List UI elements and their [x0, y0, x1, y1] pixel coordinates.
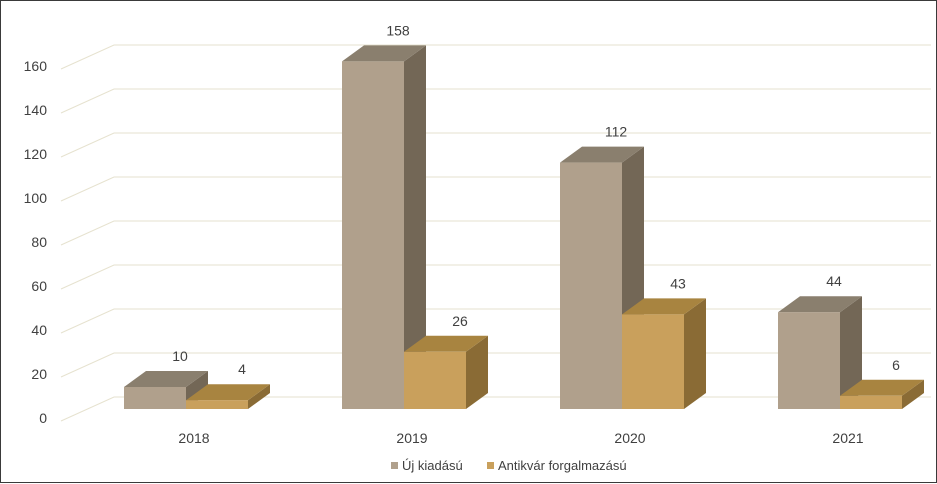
- data-label: 6: [892, 357, 900, 373]
- grid-line: [60, 220, 931, 246]
- bar-2018-series-2: [186, 384, 270, 409]
- bar-2021-series-2: [840, 379, 924, 409]
- grid-line: [60, 44, 931, 70]
- y-tick-label: 140: [24, 102, 48, 118]
- bar-2019-series-1: [342, 45, 426, 410]
- bar-top: [342, 45, 426, 62]
- bar-side: [466, 335, 488, 409]
- grid-line: [60, 88, 931, 114]
- bar-front: [840, 395, 902, 409]
- data-label: 26: [452, 313, 468, 329]
- bar-top: [778, 296, 862, 313]
- y-tick-label: 40: [31, 322, 47, 338]
- bar-front: [124, 387, 186, 409]
- y-axis-ticks: 0 20 40 60 80 100 120 140 160: [24, 58, 48, 426]
- x-category-label: 2019: [396, 430, 427, 446]
- grid-lines: [60, 44, 931, 422]
- bar-top: [840, 379, 924, 396]
- bar-2021-series-1: [778, 296, 862, 409]
- bar-top: [404, 335, 488, 352]
- data-labels: 10 4 158 26 112 43 44 6: [172, 22, 900, 377]
- bar-2019-series-2: [404, 335, 488, 409]
- y-tick-label: 100: [24, 190, 48, 206]
- data-label: 4: [238, 361, 246, 377]
- legend-swatch: [487, 462, 494, 469]
- y-tick-label: 0: [39, 410, 47, 426]
- bar-front: [186, 400, 248, 409]
- bar-2020-series-2: [622, 298, 706, 409]
- data-label: 10: [172, 348, 188, 364]
- bars: [124, 45, 924, 410]
- x-category-label: 2020: [614, 430, 645, 446]
- y-tick-label: 120: [24, 146, 48, 162]
- grid-line: [60, 176, 931, 202]
- bar-side: [404, 45, 426, 410]
- bar-side: [248, 384, 270, 409]
- data-label: 44: [826, 273, 842, 289]
- bar-side: [684, 298, 706, 409]
- legend: Új kiadású Antikvár forgalmazású: [391, 458, 627, 473]
- y-tick-label: 160: [24, 58, 48, 74]
- x-category-label: 2021: [832, 430, 863, 446]
- legend-item-2: Antikvár forgalmazású: [487, 458, 627, 473]
- legend-label: Antikvár forgalmazású: [498, 458, 627, 473]
- grid-line: [60, 264, 931, 290]
- x-axis-categories: 2018 2019 2020 2021: [178, 430, 863, 446]
- legend-item-1: Új kiadású: [391, 458, 463, 473]
- data-label: 112: [605, 124, 628, 140]
- bar-side: [840, 296, 862, 409]
- legend-swatch: [391, 462, 398, 469]
- bar-top: [124, 371, 208, 387]
- bar-side: [902, 379, 924, 409]
- bar-front: [404, 351, 466, 409]
- y-tick-label: 20: [31, 366, 47, 382]
- data-label: 43: [670, 275, 686, 291]
- bar-front: [622, 314, 684, 409]
- data-label: 158: [386, 22, 410, 38]
- grid-line: [60, 132, 931, 158]
- bar-front: [778, 312, 840, 409]
- bar-front: [560, 162, 622, 409]
- bar-top: [622, 298, 706, 315]
- x-category-label: 2018: [178, 430, 209, 446]
- bar-top: [560, 146, 644, 163]
- y-tick-label: 80: [31, 234, 47, 250]
- bar-front: [342, 61, 404, 410]
- y-tick-label: 60: [31, 278, 47, 294]
- legend-label: Új kiadású: [402, 458, 463, 473]
- bar-top: [186, 384, 270, 401]
